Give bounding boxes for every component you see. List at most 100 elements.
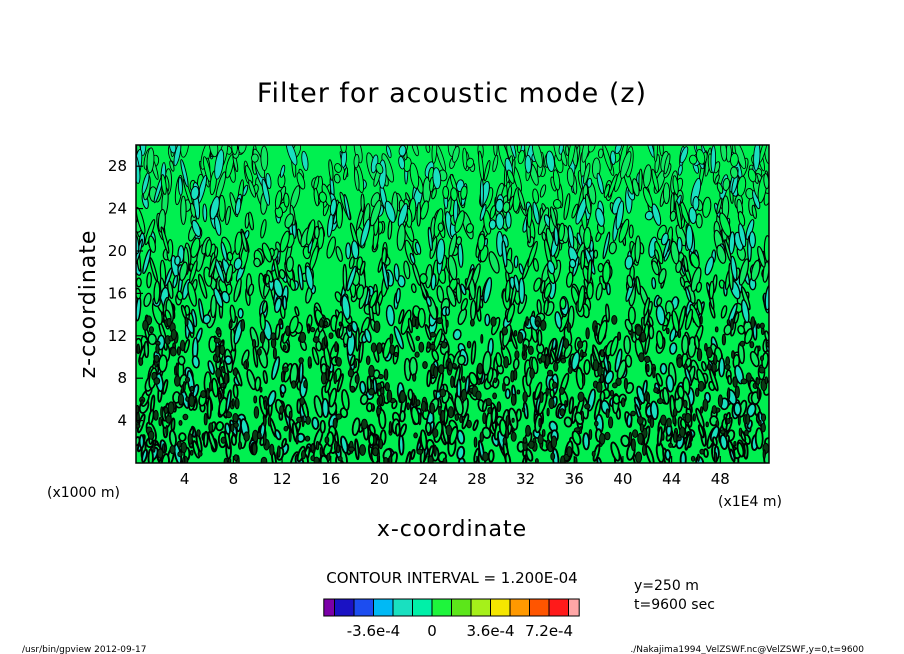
contour-cell — [318, 191, 327, 203]
contour-cell — [223, 457, 228, 463]
colorbar-swatch — [373, 598, 394, 617]
y-axis-label: z-coordinate — [76, 230, 101, 379]
contour-cell — [624, 354, 633, 368]
contour-cell — [299, 397, 306, 406]
contour-cell — [637, 432, 644, 445]
contour-cell — [596, 172, 604, 195]
colorbar-label: 7.2e-4 — [525, 622, 573, 640]
colorbar-swatch — [548, 598, 569, 617]
contour-cell — [359, 444, 366, 456]
contour-cell — [635, 325, 643, 336]
contour-cell — [563, 193, 571, 221]
contour-cell — [452, 328, 462, 341]
contour-cell — [163, 406, 169, 414]
contour-cell — [567, 366, 573, 375]
contour-cell — [565, 271, 574, 288]
contour-cell — [432, 167, 442, 190]
contour-cell — [215, 329, 222, 335]
contour-cell — [536, 299, 542, 315]
contour-cell — [571, 203, 579, 219]
contour-cell — [230, 423, 235, 433]
contour-cell — [415, 399, 421, 407]
contour-cell — [254, 376, 262, 392]
contour-cell — [378, 438, 384, 450]
contour-cell — [346, 265, 357, 292]
contour-cell — [755, 378, 761, 385]
contour-cell — [749, 350, 760, 368]
contour-cell — [398, 433, 405, 456]
contour-cell — [643, 297, 651, 317]
contour-cell — [543, 298, 549, 315]
contour-cell — [504, 279, 511, 303]
contour-cell — [301, 450, 306, 460]
contour-cell — [638, 352, 645, 363]
contour-cell — [381, 261, 389, 290]
contour-cell — [433, 444, 437, 457]
contour-cell — [429, 331, 436, 338]
contour-cell — [222, 367, 226, 374]
contour-cell — [417, 307, 426, 328]
contour-cell — [225, 205, 231, 226]
contour-cell — [453, 365, 461, 388]
side-info-y: y=250 m — [634, 578, 699, 594]
contour-cell — [160, 174, 167, 195]
contour-cell — [528, 440, 535, 449]
contour-cell — [599, 433, 606, 445]
contour-cell — [708, 280, 715, 300]
contour-cell — [396, 223, 406, 251]
contour-cell — [541, 231, 547, 242]
x-tick-label: 12 — [273, 470, 292, 488]
contour-cell — [232, 413, 239, 423]
contour-cell — [738, 427, 743, 437]
contour-cell — [489, 205, 497, 220]
contour-cell — [233, 422, 239, 429]
contour-cell — [376, 382, 382, 390]
contour-cell — [730, 318, 734, 331]
contour-cell — [664, 449, 672, 461]
contour-field — [136, 145, 769, 463]
contour-cell — [558, 222, 566, 242]
contour-cell — [638, 168, 643, 192]
contour-cell — [547, 369, 554, 377]
contour-cell — [747, 168, 757, 183]
contour-cell — [335, 413, 343, 420]
contour-cell — [612, 382, 618, 389]
x-tick-label: 48 — [711, 470, 730, 488]
contour-cell — [147, 448, 154, 463]
contour-cell — [180, 195, 187, 226]
contour-cell — [355, 284, 365, 300]
contour-cell — [730, 255, 738, 281]
contour-cell — [604, 370, 615, 385]
contour-cell — [630, 438, 636, 452]
contour-cell — [594, 420, 599, 427]
contour-cell — [442, 185, 450, 199]
contour-cell — [372, 447, 379, 457]
contour-cell — [202, 203, 208, 223]
contour-cell — [690, 266, 702, 293]
contour-cell — [197, 451, 203, 457]
contour-cell — [272, 347, 277, 360]
contour-cell — [614, 145, 623, 155]
contour-cell — [627, 306, 636, 325]
contour-cell — [720, 145, 728, 162]
contour-cell — [370, 342, 377, 353]
contour-cell — [653, 145, 658, 163]
contour-cell — [718, 357, 726, 378]
contour-cell — [409, 162, 420, 189]
contour-cell — [754, 427, 764, 450]
contour-cell — [166, 317, 172, 327]
contour-cell — [395, 287, 401, 304]
contour-cell — [749, 341, 755, 349]
contour-cell — [414, 351, 420, 358]
contour-cell — [688, 207, 697, 224]
contour-cell — [436, 285, 445, 303]
contour-cell — [591, 450, 596, 457]
contour-cell — [319, 419, 326, 434]
contour-cell — [504, 388, 511, 400]
colorbar-swatch — [323, 598, 335, 617]
contour-cell — [583, 359, 591, 375]
contour-cell — [397, 275, 406, 288]
contour-cell — [570, 351, 581, 371]
contour-cell — [672, 175, 679, 196]
contour-cell — [241, 231, 248, 252]
